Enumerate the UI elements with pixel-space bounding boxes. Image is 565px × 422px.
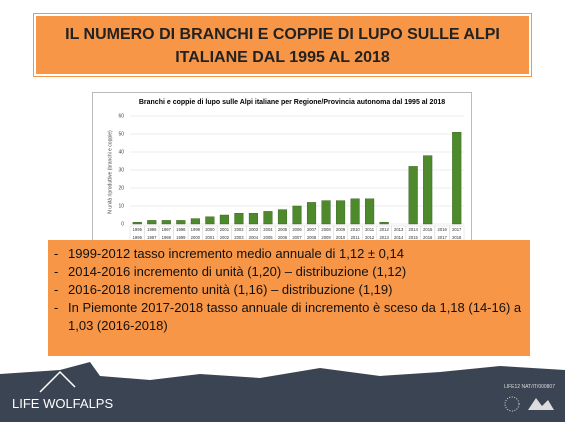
x-tick-label: 2005: [278, 227, 288, 232]
bar: [147, 220, 156, 224]
bar: [220, 215, 229, 224]
bar: [423, 156, 432, 224]
y-tick-label: 60: [118, 113, 124, 119]
footer-logo: LIFE WOLFALPS: [12, 396, 113, 411]
bar: [191, 219, 200, 224]
bar: [162, 220, 171, 224]
bullet: 2016-2018 incremento unità (1,16) – dist…: [54, 281, 524, 299]
y-tick-label: 50: [118, 131, 124, 137]
bar: [351, 199, 360, 224]
bar: [176, 220, 185, 224]
x-tick-label: 2000: [205, 227, 215, 232]
x-tick-label: 2013: [394, 227, 404, 232]
x-tick-label: 1997: [162, 227, 172, 232]
y-axis-label: N unità riproduttive (branchi e coppie): [107, 130, 113, 214]
footer-code: LIFE12 NAT/IT/000807: [504, 384, 555, 390]
bar: [235, 213, 244, 224]
bullet-list: 1999-2012 tasso incremento medio annuale…: [48, 240, 530, 356]
bar: [322, 201, 331, 224]
x-tick-label: 2015: [423, 227, 433, 232]
chart-title: Branchi e coppie di lupo sulle Alpi ital…: [139, 99, 445, 106]
bar: [336, 201, 345, 224]
x-tick-label: 2002: [234, 227, 244, 232]
bar: [409, 166, 418, 224]
x-tick-label: 1996: [147, 227, 157, 232]
slide: IL NUMERO DI BRANCHI E COPPIE DI LUPO SU…: [0, 0, 565, 422]
x-tick-label: 2017: [452, 227, 462, 232]
x-tick-label: 1998: [176, 227, 186, 232]
bar: [206, 217, 215, 224]
bullet: 2014-2016 incremento di unità (1,20) – d…: [54, 263, 524, 281]
x-tick-label: 2006: [292, 227, 302, 232]
x-tick-label: 2001: [220, 227, 230, 232]
bar: [264, 211, 273, 224]
bar: [452, 132, 461, 224]
x-tick-label: 2014: [409, 227, 419, 232]
x-tick-label: 2009: [336, 227, 346, 232]
bullet: 1999-2012 tasso incremento medio annuale…: [54, 245, 524, 263]
y-tick-label: 20: [118, 185, 124, 191]
x-tick-label: 1999: [191, 227, 201, 232]
bar: [278, 210, 287, 224]
y-tick-label: 10: [118, 203, 124, 209]
x-tick-label: 1995: [133, 227, 143, 232]
slide-title: IL NUMERO DI BRANCHI E COPPIE DI LUPO SU…: [34, 14, 531, 76]
bar: [133, 222, 142, 224]
x-tick-label: 2011: [365, 227, 375, 232]
mountain-band: [0, 362, 565, 422]
bullet: In Piemonte 2017-2018 tasso annuale di i…: [54, 299, 524, 335]
x-tick-label: 2003: [249, 227, 259, 232]
footer: LIFE WOLFALPS LIFE12 NAT/IT/000807: [0, 362, 565, 422]
chart: Branchi e coppie di lupo sulle Alpi ital…: [92, 92, 472, 244]
bar: [365, 199, 374, 224]
x-tick-label: 2010: [350, 227, 360, 232]
x-tick-label: 2016: [438, 227, 448, 232]
bar: [380, 222, 389, 224]
bar: [249, 213, 258, 224]
x-tick-label: 2008: [321, 227, 331, 232]
x-tick-label: 2012: [379, 227, 389, 232]
bar: [293, 206, 302, 224]
y-tick-label: 0: [121, 221, 124, 227]
y-tick-label: 40: [118, 149, 124, 155]
x-tick-label: 2007: [307, 227, 317, 232]
y-tick-label: 30: [118, 167, 124, 173]
x-tick-label: 2004: [263, 227, 273, 232]
bar: [307, 202, 316, 224]
